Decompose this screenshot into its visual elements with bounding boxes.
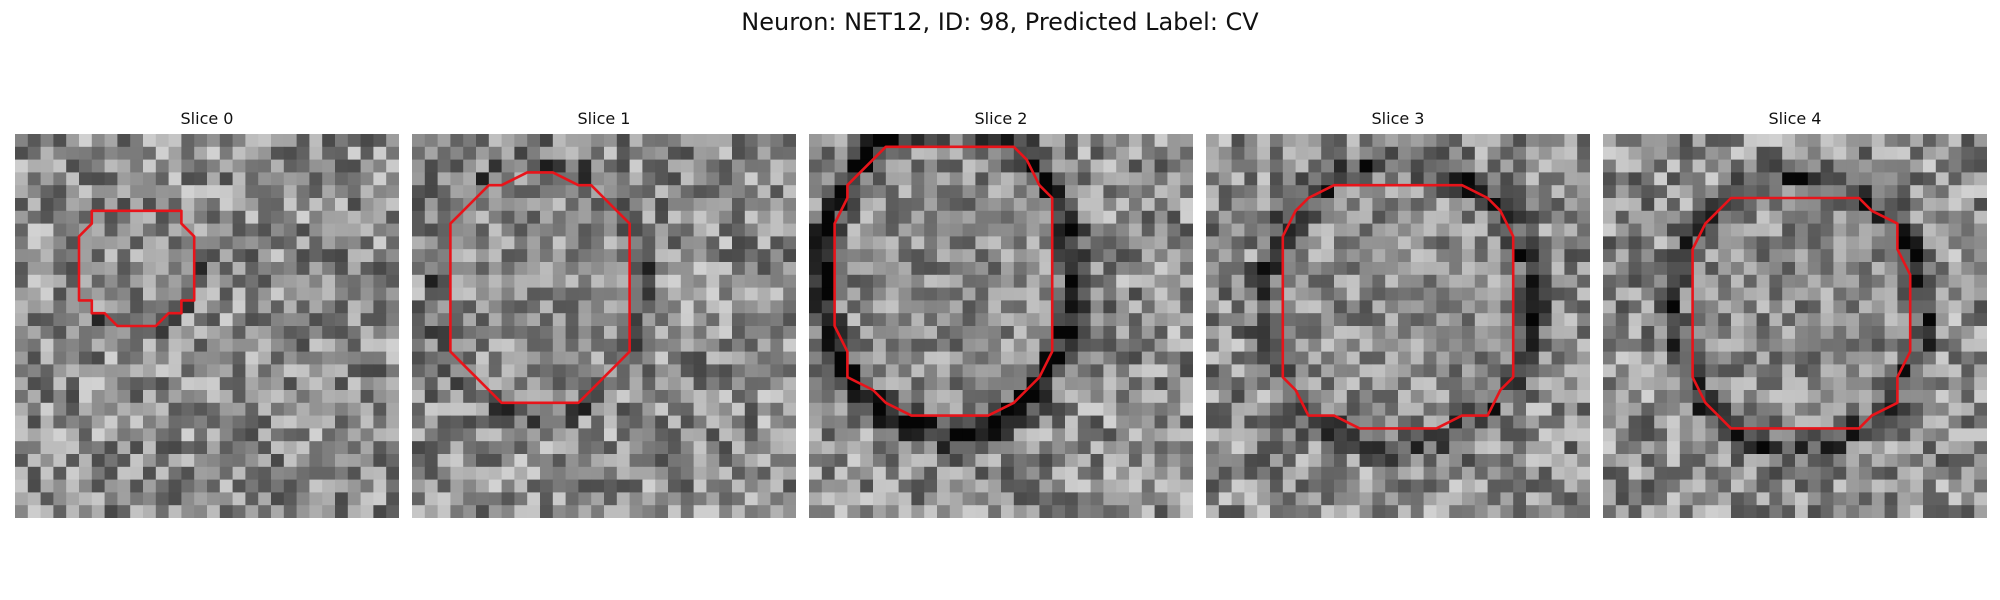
slice-panel-3: Slice 3	[1206, 108, 1590, 518]
red-segmentation-contour	[449, 171, 631, 405]
figure-title: Neuron: NET12, ID: 98, Predicted Label: …	[741, 8, 1259, 36]
slice-title: Slice 2	[974, 109, 1028, 128]
slice-image	[1206, 134, 1590, 518]
pixel-grid	[412, 134, 796, 518]
red-segmentation-contour	[1691, 196, 1912, 430]
red-segmentation-contour	[1281, 183, 1515, 430]
slice-title: Slice 4	[1768, 109, 1822, 128]
slice-image-svg	[15, 134, 399, 518]
pixel-grid	[1603, 134, 1987, 518]
slice-panel-2: Slice 2	[809, 108, 1193, 518]
slice-image	[15, 134, 399, 518]
red-segmentation-contour	[77, 209, 196, 328]
slice-panel-0: Slice 0	[15, 108, 399, 518]
pixel-grid	[809, 134, 1193, 518]
slice-image-svg	[1206, 134, 1590, 518]
pixel-grid	[15, 134, 399, 518]
slice-panel-1: Slice 1	[412, 108, 796, 518]
pixel-grid	[1206, 134, 1590, 518]
slice-image	[412, 134, 796, 518]
slice-image-svg	[809, 134, 1193, 518]
slice-title: Slice 0	[180, 109, 234, 128]
slice-title: Slice 1	[577, 109, 631, 128]
slice-image-svg	[412, 134, 796, 518]
slice-image-svg	[1603, 134, 1987, 518]
slice-image	[809, 134, 1193, 518]
slice-title: Slice 3	[1371, 109, 1425, 128]
red-segmentation-contour	[833, 145, 1054, 417]
slice-image	[1603, 134, 1987, 518]
slice-panel-4: Slice 4	[1603, 108, 1987, 518]
